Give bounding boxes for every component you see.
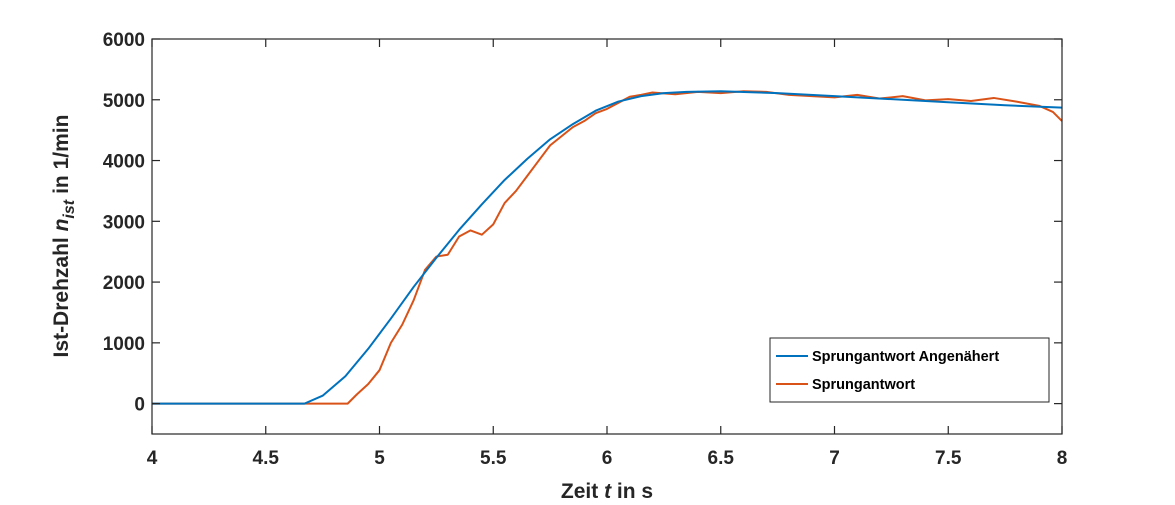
series-line-measured [152, 90, 1063, 405]
ticks-layer: 4 4.5 5 5.5 6 6.5 7 7.5 8 0 1000 2000 3000 4000 5000 60… [103, 30, 1068, 469]
x-tick-label: 7 [829, 448, 840, 469]
x-axis-title-post: in s [617, 480, 653, 503]
y-axis-title-post: in 1/min [50, 115, 73, 194]
y-tick-label: 2000 [103, 273, 145, 294]
x-tick-label: 6.5 [708, 448, 735, 469]
legend-label-measured: Sprungantwort [812, 377, 915, 393]
y-tick-label: 0 [134, 395, 145, 416]
x-tick-label: 4 [147, 448, 158, 469]
x-tick-label: 7.5 [935, 448, 962, 469]
x-axis-title-pre: Zeit [561, 480, 598, 503]
legend: Sprungantwort Angenähert Sprungantwort [769, 337, 1050, 403]
series-line-approx [152, 90, 1063, 405]
x-tick-label: 5 [374, 448, 385, 469]
y-tick-label: 1000 [103, 334, 145, 355]
x-axis-title: Zeit t in s [561, 480, 653, 503]
y-tick-label: 5000 [103, 91, 145, 112]
y-axis-title-sub: ist [61, 199, 78, 218]
y-tick-label: 3000 [103, 212, 145, 233]
x-tick-label: 4.5 [253, 448, 280, 469]
x-tick-label: 6 [602, 448, 613, 469]
legend-box [769, 337, 1050, 403]
legend-label-approx: Sprungantwort Angenähert [812, 349, 999, 365]
series-layer [152, 90, 1063, 405]
x-tick-label: 8 [1057, 448, 1068, 469]
y-axis-title-var: n [50, 219, 73, 232]
x-tick-label: 5.5 [480, 448, 507, 469]
x-axis-title-var: t [604, 480, 612, 503]
y-tick-label: 6000 [103, 30, 145, 51]
y-axis-title: Ist-Drehzahl nist in 1/min [50, 115, 78, 358]
y-axis-title-pre: Ist-Drehzahl [50, 237, 73, 357]
y-tick-label: 4000 [103, 152, 145, 173]
